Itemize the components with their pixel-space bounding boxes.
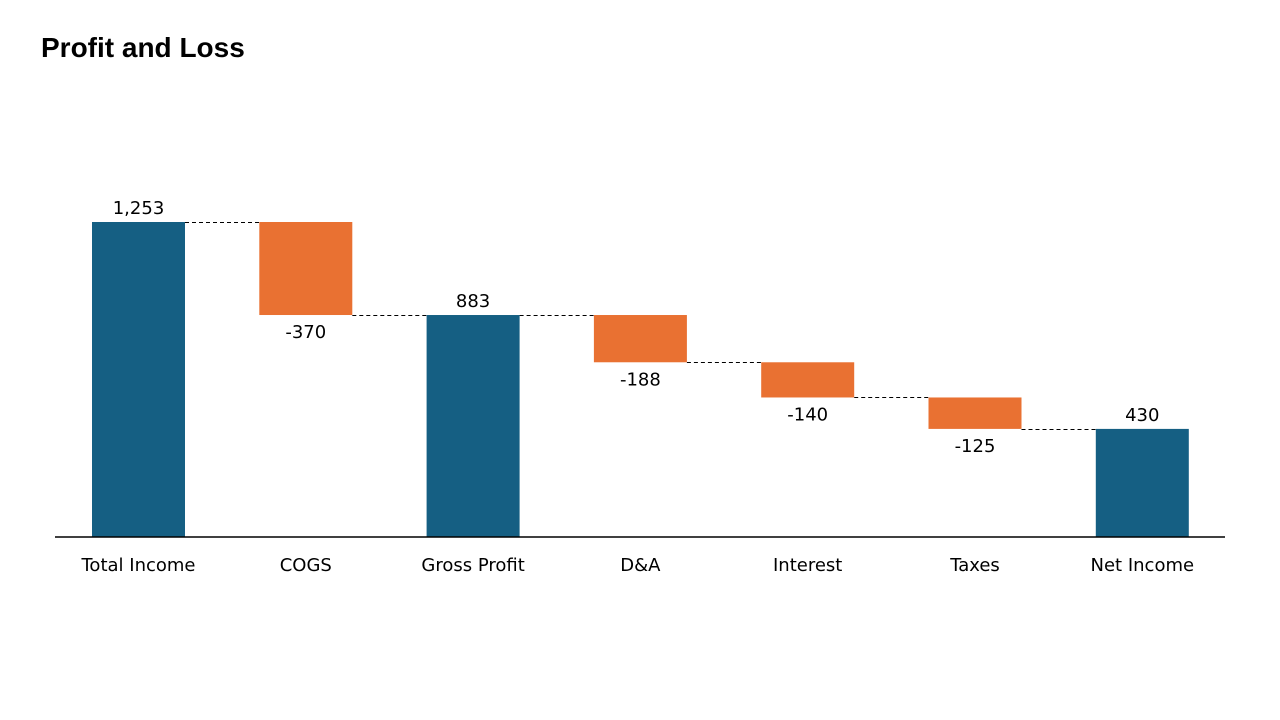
value-labels: 1,253 -370 883 -188 -140 -125 430 bbox=[113, 198, 1160, 457]
bar bbox=[1095, 428, 1189, 537]
category-labels: Total Income COGS Gross Profit D&A Interest T… bbox=[81, 555, 1195, 576]
bar bbox=[928, 397, 1022, 429]
chart-title: Profit and Loss bbox=[41, 32, 245, 63]
data-label: 1,253 bbox=[113, 198, 165, 219]
data-label: 883 bbox=[456, 291, 490, 312]
data-label: -125 bbox=[955, 436, 996, 457]
bar bbox=[761, 362, 855, 398]
category-label: Taxes bbox=[949, 555, 1000, 576]
category-label: Total Income bbox=[81, 555, 196, 576]
category-label: Interest bbox=[773, 555, 842, 576]
category-label: D&A bbox=[620, 555, 661, 576]
category-label: COGS bbox=[280, 555, 332, 576]
bar bbox=[426, 315, 520, 537]
data-label: -370 bbox=[285, 322, 326, 343]
category-label: Gross Profit bbox=[421, 555, 524, 576]
bar bbox=[259, 222, 353, 316]
data-label: -188 bbox=[620, 369, 661, 390]
bars bbox=[92, 222, 1189, 537]
bar bbox=[92, 222, 185, 537]
category-label: Net Income bbox=[1091, 555, 1195, 576]
data-label: -140 bbox=[787, 404, 828, 425]
connector-lines bbox=[185, 222, 1096, 430]
data-label: 430 bbox=[1125, 405, 1159, 426]
bar bbox=[593, 315, 687, 363]
